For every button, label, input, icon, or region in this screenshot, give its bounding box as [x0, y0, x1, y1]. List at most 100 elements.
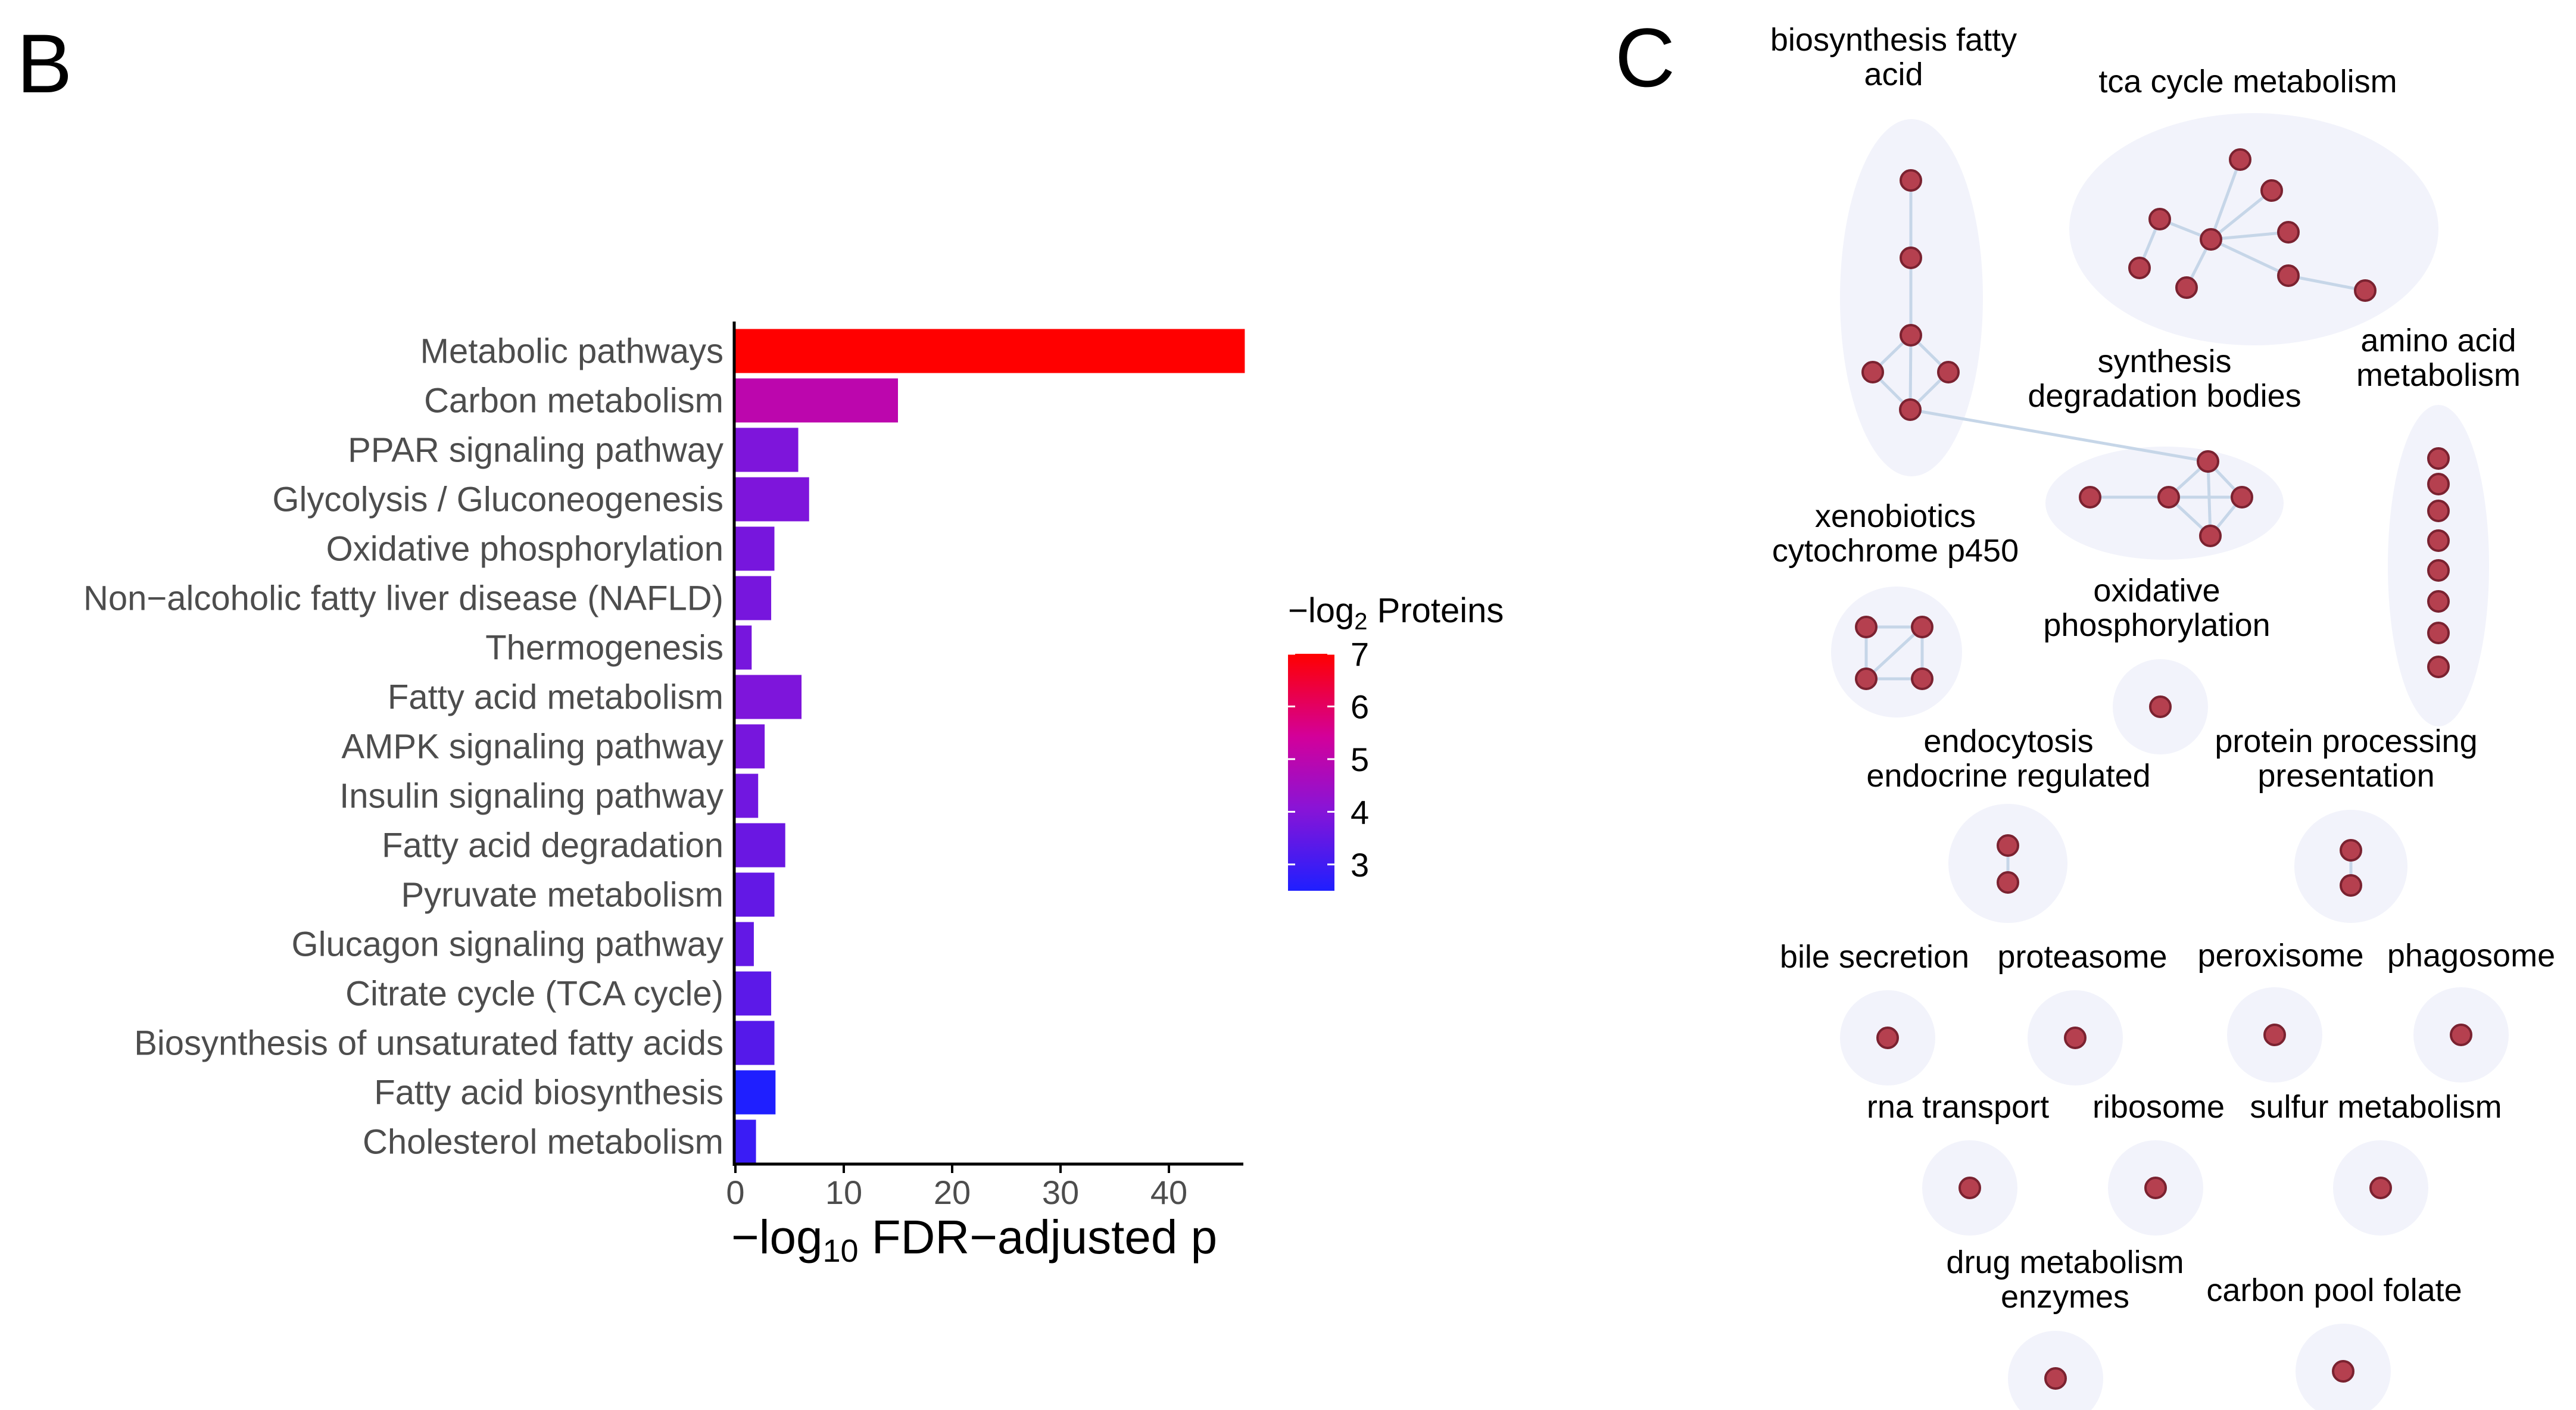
- bar: [735, 378, 898, 423]
- network-node: [2079, 486, 2101, 509]
- network-node: [2260, 179, 2283, 202]
- network-node: [2199, 525, 2222, 547]
- cluster-label: synthesis: [2097, 344, 2231, 379]
- network-node: [2427, 622, 2450, 644]
- cluster-label: peroxisome: [2197, 938, 2363, 974]
- network-node: [1958, 1177, 1981, 1199]
- edge: [2210, 189, 2273, 241]
- edge: [1910, 408, 2209, 463]
- x-tick-label: 40: [1150, 1174, 1187, 1211]
- network-node: [2340, 874, 2362, 897]
- legend-title: −log2 Proteins: [1288, 591, 1504, 635]
- legend-tick-label: 4: [1351, 793, 1369, 831]
- cluster-label: degradation bodies: [2028, 378, 2301, 414]
- network-node: [2144, 1177, 2167, 1199]
- bar: [735, 724, 765, 769]
- edge: [1865, 626, 1923, 680]
- cluster-label: cytochrome p450: [1772, 533, 2019, 569]
- network-node: [1997, 871, 2019, 894]
- bar: [735, 1021, 775, 1065]
- bar: [735, 922, 754, 966]
- bar: [735, 773, 759, 818]
- network-node: [1900, 247, 1922, 269]
- network-node: [2229, 148, 2251, 171]
- bar: [735, 625, 752, 670]
- network-node: [1911, 616, 1933, 638]
- network-node: [2231, 486, 2253, 509]
- network-node: [1937, 361, 1960, 383]
- network-node: [1900, 169, 1922, 192]
- network-node: [1861, 361, 1884, 383]
- network-node: [1997, 834, 2019, 857]
- cluster-label: phosphorylation: [2043, 607, 2270, 643]
- network-node: [2332, 1360, 2354, 1383]
- cluster-label: carbon pool folate: [2206, 1272, 2462, 1308]
- cluster-label: rna transport: [1867, 1089, 2049, 1125]
- legend-title-sub: 2: [1354, 609, 1367, 635]
- network-node: [2277, 264, 2300, 287]
- x-axis-ticks: 0 10 20 30 40: [726, 1164, 1187, 1211]
- category-label: Oxidative phosphorylation: [326, 530, 723, 569]
- panel-label-b: B: [17, 17, 72, 110]
- x-tick-label: 30: [1042, 1174, 1079, 1211]
- network-node: [2044, 1367, 2067, 1390]
- edge: [2210, 230, 2289, 241]
- cluster-label: presentation: [2257, 758, 2434, 794]
- network-node: [2427, 473, 2450, 495]
- cluster-label: acid: [1864, 57, 1923, 92]
- network-node: [1911, 667, 1933, 690]
- category-label: Non−alcoholic fatty liver disease (NAFLD…: [83, 579, 723, 618]
- network-node: [2175, 276, 2198, 299]
- category-label: Thermogenesis: [485, 629, 723, 667]
- cluster-label: oxidative: [2093, 573, 2220, 609]
- cluster-label: endocytosis: [1923, 723, 2093, 759]
- legend-tick-label: 7: [1351, 635, 1369, 673]
- bar-chart: Metabolic pathways Carbon metabolism PPAR …: [83, 322, 1245, 1269]
- network-node: [2427, 559, 2450, 582]
- network-node: [1899, 398, 1922, 421]
- network-nodes: [1855, 148, 2472, 1390]
- category-label: Pyruvate metabolism: [401, 876, 723, 915]
- network-node: [2197, 450, 2219, 473]
- network-node: [2427, 656, 2450, 678]
- legend-title-main: −log: [1288, 591, 1354, 630]
- bar: [735, 675, 802, 719]
- network-node: [2064, 1027, 2087, 1049]
- category-label: Citrate cycle (TCA cycle): [345, 975, 723, 1013]
- legend-colorbar: [1288, 654, 1334, 891]
- category-label: Biosynthesis of unsaturated fatty acids: [134, 1024, 723, 1063]
- bar: [735, 1119, 756, 1164]
- cluster-label: endocrine regulated: [1866, 758, 2150, 794]
- edge: [2210, 238, 2290, 277]
- cluster-label: phagosome: [2387, 938, 2555, 974]
- cluster-label: amino acid: [2360, 323, 2516, 358]
- category-label: AMPK signaling pathway: [341, 728, 723, 766]
- network-node: [2263, 1024, 2286, 1046]
- network-node: [2427, 447, 2450, 470]
- network-node: [1876, 1027, 1899, 1049]
- bar-group: [735, 329, 1245, 1164]
- network-node: [2427, 529, 2450, 552]
- bar: [735, 823, 785, 868]
- bar: [735, 428, 799, 472]
- bar: [735, 329, 1245, 373]
- network-node: [2369, 1177, 2392, 1199]
- cluster-label: ribosome: [2092, 1089, 2225, 1125]
- x-tick-label: 20: [934, 1174, 971, 1211]
- network-node: [1855, 667, 1878, 690]
- x-axis-title: −log10 FDR−adjusted p: [731, 1211, 1217, 1269]
- category-label: Fatty acid degradation: [382, 826, 723, 865]
- network-node: [2148, 208, 2171, 230]
- legend-ticks: 7 6 5 4 3: [1288, 635, 1369, 884]
- x-axis-title-sub: 10: [822, 1233, 858, 1269]
- cluster-label: xenobiotics: [1815, 498, 1976, 534]
- cluster-label: bile secretion: [1780, 939, 1969, 975]
- panel-label-c: C: [1615, 11, 1675, 104]
- network-node: [2340, 839, 2362, 862]
- legend-tick-label: 6: [1351, 688, 1369, 725]
- bar: [735, 477, 809, 522]
- bar: [735, 576, 772, 620]
- cluster-label: proteasome: [1997, 939, 2167, 975]
